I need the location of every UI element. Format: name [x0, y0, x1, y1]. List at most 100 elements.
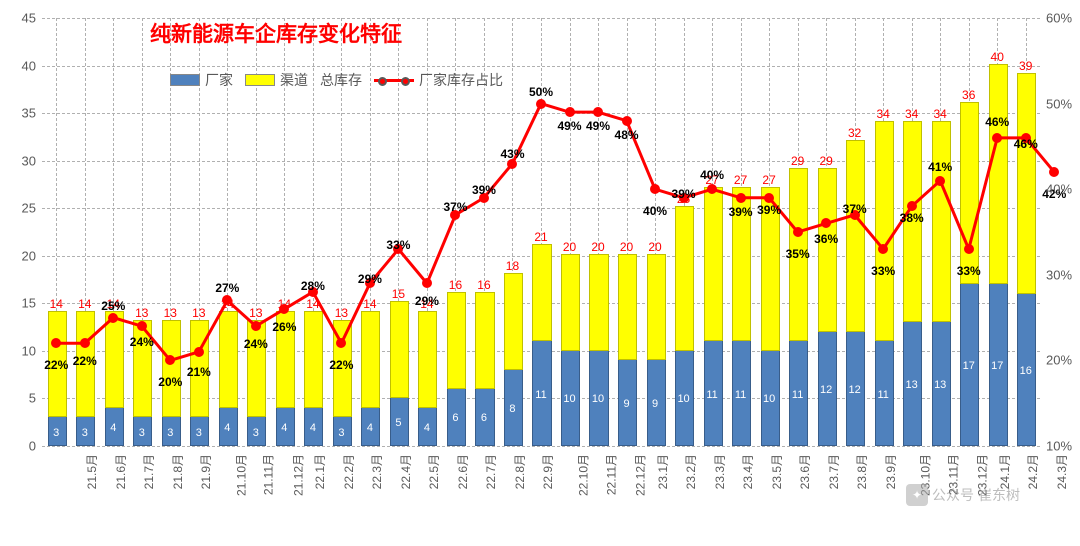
ratio-marker — [222, 295, 232, 305]
legend-swatch-bar — [245, 74, 275, 86]
ratio-marker — [450, 210, 460, 220]
x-tick: 22.10月 — [575, 454, 592, 496]
ratio-marker — [536, 99, 546, 109]
ratio-marker — [422, 278, 432, 288]
legend-item: 渠道 — [245, 70, 308, 90]
y-tick-left: 45 — [0, 11, 36, 26]
x-tick: 23.5月 — [767, 454, 784, 489]
ratio-marker — [479, 193, 489, 203]
x-tick: 22.3月 — [368, 454, 385, 489]
ratio-marker — [821, 218, 831, 228]
ratio-marker — [565, 107, 575, 117]
x-tick: 22.12月 — [632, 454, 649, 496]
ratio-marker — [51, 338, 61, 348]
watermark-text: 公众号 — [932, 485, 974, 505]
wechat-icon: ✦ — [906, 484, 928, 506]
ratio-marker — [764, 193, 774, 203]
legend-label: 厂家 — [205, 70, 233, 90]
ratio-marker — [365, 278, 375, 288]
x-tick: 23.6月 — [796, 454, 813, 489]
ratio-marker — [850, 210, 860, 220]
ratio-marker — [736, 193, 746, 203]
x-tick: 21.11月 — [260, 454, 277, 495]
x-tick: 21.10月 — [232, 454, 249, 496]
x-tick: 21.8月 — [169, 454, 186, 489]
x-tick: 23.9月 — [882, 454, 899, 489]
x-tick: 23.1月 — [653, 454, 670, 489]
x-tick: 22.4月 — [397, 454, 414, 489]
x-tick: 22.7月 — [482, 454, 499, 489]
x-tick: 23.7月 — [824, 454, 841, 489]
ratio-marker — [308, 287, 318, 297]
ratio-marker — [336, 338, 346, 348]
legend-label: 渠道 — [280, 70, 308, 90]
ratio-marker — [622, 116, 632, 126]
x-tick: 23.4月 — [739, 454, 756, 489]
x-tick: 23.3月 — [710, 454, 727, 489]
ratio-marker — [279, 304, 289, 314]
x-tick: 21.5月 — [83, 454, 100, 489]
x-tick: 21.9月 — [197, 454, 214, 489]
ratio-marker — [707, 184, 717, 194]
y-tick-right: 30% — [1046, 267, 1072, 282]
y-tick-left: 35 — [0, 106, 36, 121]
ratio-marker — [935, 176, 945, 186]
y-tick-right: 40% — [1046, 182, 1072, 197]
ratio-marker — [137, 321, 147, 331]
legend-item: 厂家库存占比 — [374, 70, 503, 90]
legend-item: 厂家 — [170, 70, 233, 90]
x-tick: 21.7月 — [140, 454, 157, 489]
y-tick-left: 30 — [0, 153, 36, 168]
chart-title: 纯新能源车企库存变化特征 — [150, 18, 402, 48]
ratio-marker — [507, 159, 517, 169]
legend-label: 厂家库存占比 — [419, 70, 503, 90]
ratio-marker — [194, 347, 204, 357]
y-tick-right: 60% — [1046, 11, 1072, 26]
ratio-marker — [907, 201, 917, 211]
legend-swatch-bar — [170, 74, 200, 86]
y-tick-left: 10 — [0, 343, 36, 358]
x-tick: 22.5月 — [425, 454, 442, 489]
ratio-marker — [878, 244, 888, 254]
ratio-marker — [593, 107, 603, 117]
x-tick: 22.11月 — [602, 454, 619, 495]
x-tick: 21.12月 — [289, 454, 306, 496]
x-tick: 21.6月 — [112, 454, 129, 489]
legend-item: 总库存 — [320, 70, 362, 90]
y-tick-left: 0 — [0, 439, 36, 454]
y-tick-left: 20 — [0, 248, 36, 263]
ratio-marker — [793, 227, 803, 237]
ratio-marker — [992, 133, 1002, 143]
legend-label: 总库存 — [320, 70, 362, 90]
watermark-text: 崔东树 — [978, 485, 1020, 505]
ratio-marker — [165, 355, 175, 365]
ratio-marker — [1021, 133, 1031, 143]
y-tick-left: 25 — [0, 201, 36, 216]
x-tick: 22.9月 — [539, 454, 556, 489]
y-tick-right: 20% — [1046, 353, 1072, 368]
y-tick-right: 10% — [1046, 439, 1072, 454]
legend-swatch-line — [374, 79, 414, 82]
y-tick-right: 50% — [1046, 96, 1072, 111]
x-tick: 24.3月 — [1053, 454, 1070, 489]
x-tick: 23.2月 — [682, 454, 699, 489]
ratio-marker — [679, 193, 689, 203]
ratio-marker — [964, 244, 974, 254]
y-tick-left: 5 — [0, 391, 36, 406]
ratio-marker — [1049, 167, 1059, 177]
x-tick: 23.8月 — [853, 454, 870, 489]
gridline — [42, 446, 1040, 447]
y-tick-left: 15 — [0, 296, 36, 311]
ratio-marker — [251, 321, 261, 331]
x-tick: 22.2月 — [340, 454, 357, 489]
x-tick: 22.6月 — [454, 454, 471, 489]
watermark: ✦公众号 崔东树 — [906, 484, 1020, 506]
x-tick: 22.8月 — [511, 454, 528, 489]
ratio-line — [56, 104, 1054, 361]
ratio-marker — [80, 338, 90, 348]
ratio-marker — [650, 184, 660, 194]
x-tick: 22.1月 — [311, 454, 328, 489]
y-tick-left: 40 — [0, 58, 36, 73]
x-tick: 24.2月 — [1024, 454, 1041, 489]
ratio-marker — [393, 244, 403, 254]
